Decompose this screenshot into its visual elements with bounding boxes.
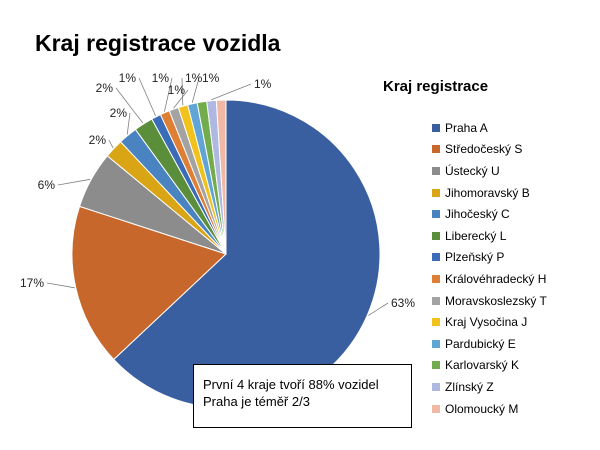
data-label-plzensky-p: 1% [119,71,137,85]
leader-line-praha-a [368,302,389,316]
data-label-jihomoravsky-b: 2% [89,133,107,147]
legend-label: Jihočeský C [445,207,510,222]
data-labels: 63%17%6%2%2%2%1% 1%1%1% 1% 1% [20,71,415,310]
leader-line-moravskoslezsky-t [173,89,189,109]
pie-slice-olomoucky-m [215,99,227,255]
legend-swatch [432,166,440,175]
legend-swatch [432,361,440,370]
legend-swatch [432,382,440,391]
data-label-kralovehradecky-h: 1% [152,71,170,85]
legend-swatch [432,145,440,154]
legend-swatch [432,253,440,262]
legend-item-jihomoravsky-b: Jihomoravský B [432,182,547,204]
data-label-kraj-vysocina-j: 1% [185,71,203,85]
data-label-jihocesky-c: 2% [110,106,128,120]
leader-line-stredocesky-s [46,282,75,289]
legend-swatch [432,231,440,240]
legend-swatch [432,404,440,413]
legend-label: Jihomoravský B [445,185,530,200]
leader-line-ustecky-u [57,178,91,186]
legend-swatch [432,274,440,283]
data-label-zlinsky-z: 1% [254,77,272,91]
legend-item-karlovarsky-k: Karlovarský K [432,355,547,377]
legend-swatch [432,339,440,348]
legend-label: Ústecký U [445,163,500,178]
legend-swatch [432,123,440,132]
leader-line-liberecky-l [115,87,144,124]
legend-item-pardubicky-e: Pardubický E [432,333,547,355]
legend-label: Královéhradecký H [445,271,547,286]
data-label-stredocesky-s: 17% [20,276,44,290]
legend-item-liberecky-l: Liberecký L [432,225,547,247]
data-label-ustecky-u: 6% [38,178,56,192]
legend-item-moravskoslezsky-t: Moravskoslezský T [432,290,547,312]
legend-item-olomoucky-m: Olomoucký M [432,398,547,420]
legend-label: Zlínský Z [445,379,494,394]
legend-label: Moravskoslezský T [445,293,547,308]
legend-swatch [432,318,440,327]
leader-line-zlinsky-z [211,83,252,101]
legend-swatch [432,188,440,197]
leader-line-kralovehradecky-h [164,77,173,112]
leader-line-jihocesky-c [126,112,131,135]
legend-swatch [432,210,440,219]
leader-line-pardubicky-e [191,77,200,103]
legend-label: Plzeňský P [445,250,505,265]
legend-swatch [432,296,440,305]
data-label-praha-a: 63% [391,296,415,310]
legend-item-zlinsky-z: Zlínský Z [432,376,547,398]
legend-label: Středočeský S [445,142,523,157]
legend-label: Olomoucký M [445,401,519,416]
pie-slices [71,99,381,409]
legend-item-plzensky-p: Plzeňský P [432,247,547,269]
leader-line-jihomoravsky-b [108,139,114,149]
legend-item-praha-a: Praha A [432,117,547,139]
annotation-line-1: První 4 kraje tvoří 88% vozidel [203,377,379,392]
legend-item-stredocesky-s: Středočeský S [432,139,547,161]
leader-lines [46,77,389,316]
legend: Praha A Středočeský S Ústecký U Jihomoravsk… [432,117,547,419]
legend-label: Karlovarský K [445,358,520,373]
pie-slice-stredocesky-s [71,205,227,361]
legend-label: Liberecký L [445,228,507,243]
data-label-pardubicky-e: 1% [202,71,220,85]
legend-item-kralovehradecky-h: Královéhradecký H [432,268,547,290]
leader-line-kraj-vysocina-j [181,77,184,106]
chart-title: Kraj registrace vozidla [35,30,281,56]
legend-label: Pardubický E [445,336,516,351]
legend-item-ustecky-u: Ústecký U [432,160,547,182]
legend-label: Kraj Vysočina J [445,315,528,330]
annotation-line-2: Praha je téměř 2/3 [203,394,310,409]
data-label-liberecky-l: 2% [96,81,114,95]
legend-item-jihocesky-c: Jihočeský C [432,203,547,225]
annotation-box: První 4 kraje tvoří 88% vozidel Praha je… [193,364,412,428]
legend-label: Praha A [445,120,488,135]
legend-title: Kraj registrace [383,78,489,95]
leader-line-plzensky-p [138,77,156,117]
data-label-moravskoslezsky-t: 1% [168,83,186,97]
legend-item-kraj-vysocina-j: Kraj Vysočina J [432,311,547,333]
pie-slice-praha-a [113,99,381,409]
